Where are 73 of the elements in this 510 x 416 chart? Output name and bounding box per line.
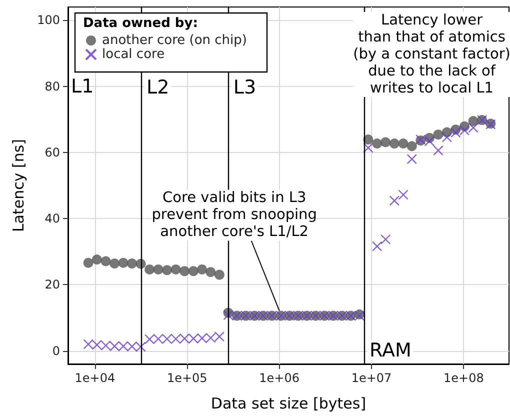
- point: [144, 264, 155, 274]
- point: [83, 258, 94, 268]
- point: [206, 332, 216, 343]
- x-tick-label: 1e+07: [351, 371, 392, 385]
- point: [118, 258, 128, 268]
- point: [92, 254, 102, 265]
- point: [398, 138, 408, 149]
- y-tick-label: 40: [44, 212, 60, 226]
- point: [179, 333, 190, 344]
- point: [372, 241, 382, 252]
- y-tick-label: 60: [44, 145, 60, 160]
- point: [126, 258, 137, 269]
- point: [389, 196, 400, 206]
- legend-title: Data owned by:: [83, 16, 198, 31]
- point: [196, 333, 208, 344]
- x-tick-label: 1e+08: [444, 371, 484, 385]
- point: [223, 310, 234, 320]
- ref-line-label: RAM: [370, 340, 412, 362]
- point: [83, 339, 94, 350]
- point: [206, 267, 216, 278]
- y-tick-label: 100: [37, 13, 60, 28]
- point: [433, 130, 444, 140]
- point: [136, 342, 146, 352]
- point: [92, 340, 102, 350]
- legend-label: another core (on chip): [102, 33, 247, 48]
- point: [406, 141, 417, 152]
- point: [109, 341, 120, 352]
- point: [153, 264, 164, 274]
- point: [380, 234, 391, 244]
- point: [170, 264, 181, 274]
- x-axis-title: Data set size [bytes]: [210, 394, 366, 412]
- x-tick-label: 1e+04: [74, 371, 116, 385]
- point: [468, 122, 478, 133]
- point: [459, 125, 470, 136]
- annotation: Latency lower than that of atomics (by a constant factor) due to the lack of writes to local L1: [353, 12, 510, 96]
- point: [110, 258, 120, 269]
- legend-label: local core: [102, 47, 165, 62]
- point: [180, 266, 190, 276]
- point: [214, 331, 225, 342]
- point: [389, 138, 400, 149]
- point: [197, 264, 208, 274]
- ref-line-label: L3: [233, 76, 256, 98]
- annotation: Core valid bits in L3 prevent from snooping another core's L1/L2: [152, 190, 317, 240]
- ref-line-label: L2: [146, 76, 170, 98]
- point: [118, 341, 128, 352]
- point: [433, 145, 444, 156]
- point: [442, 132, 452, 142]
- point: [450, 128, 461, 138]
- x-tick-label: 1e+05: [166, 371, 208, 385]
- y-tick-label: 20: [44, 278, 60, 292]
- point: [188, 333, 199, 344]
- point: [363, 134, 374, 145]
- point: [144, 334, 155, 344]
- point: [363, 142, 374, 153]
- point: [153, 334, 164, 344]
- point: [406, 154, 417, 164]
- point: [214, 270, 224, 280]
- point: [162, 334, 172, 344]
- point: [100, 256, 111, 266]
- point: [398, 190, 408, 200]
- point: [170, 334, 181, 344]
- point: [424, 136, 435, 146]
- point: [126, 341, 138, 352]
- point: [188, 266, 198, 276]
- annotation: L1: [71, 76, 94, 98]
- y-tick-label: 80: [44, 79, 60, 94]
- point: [372, 138, 382, 149]
- y-axis-title: Latency [ns]: [10, 138, 28, 232]
- y-tick-label: 0: [52, 344, 60, 358]
- x-tick-label: 1e+06: [259, 371, 300, 385]
- point: [380, 137, 391, 148]
- point: [100, 340, 111, 351]
- point: [162, 265, 172, 276]
